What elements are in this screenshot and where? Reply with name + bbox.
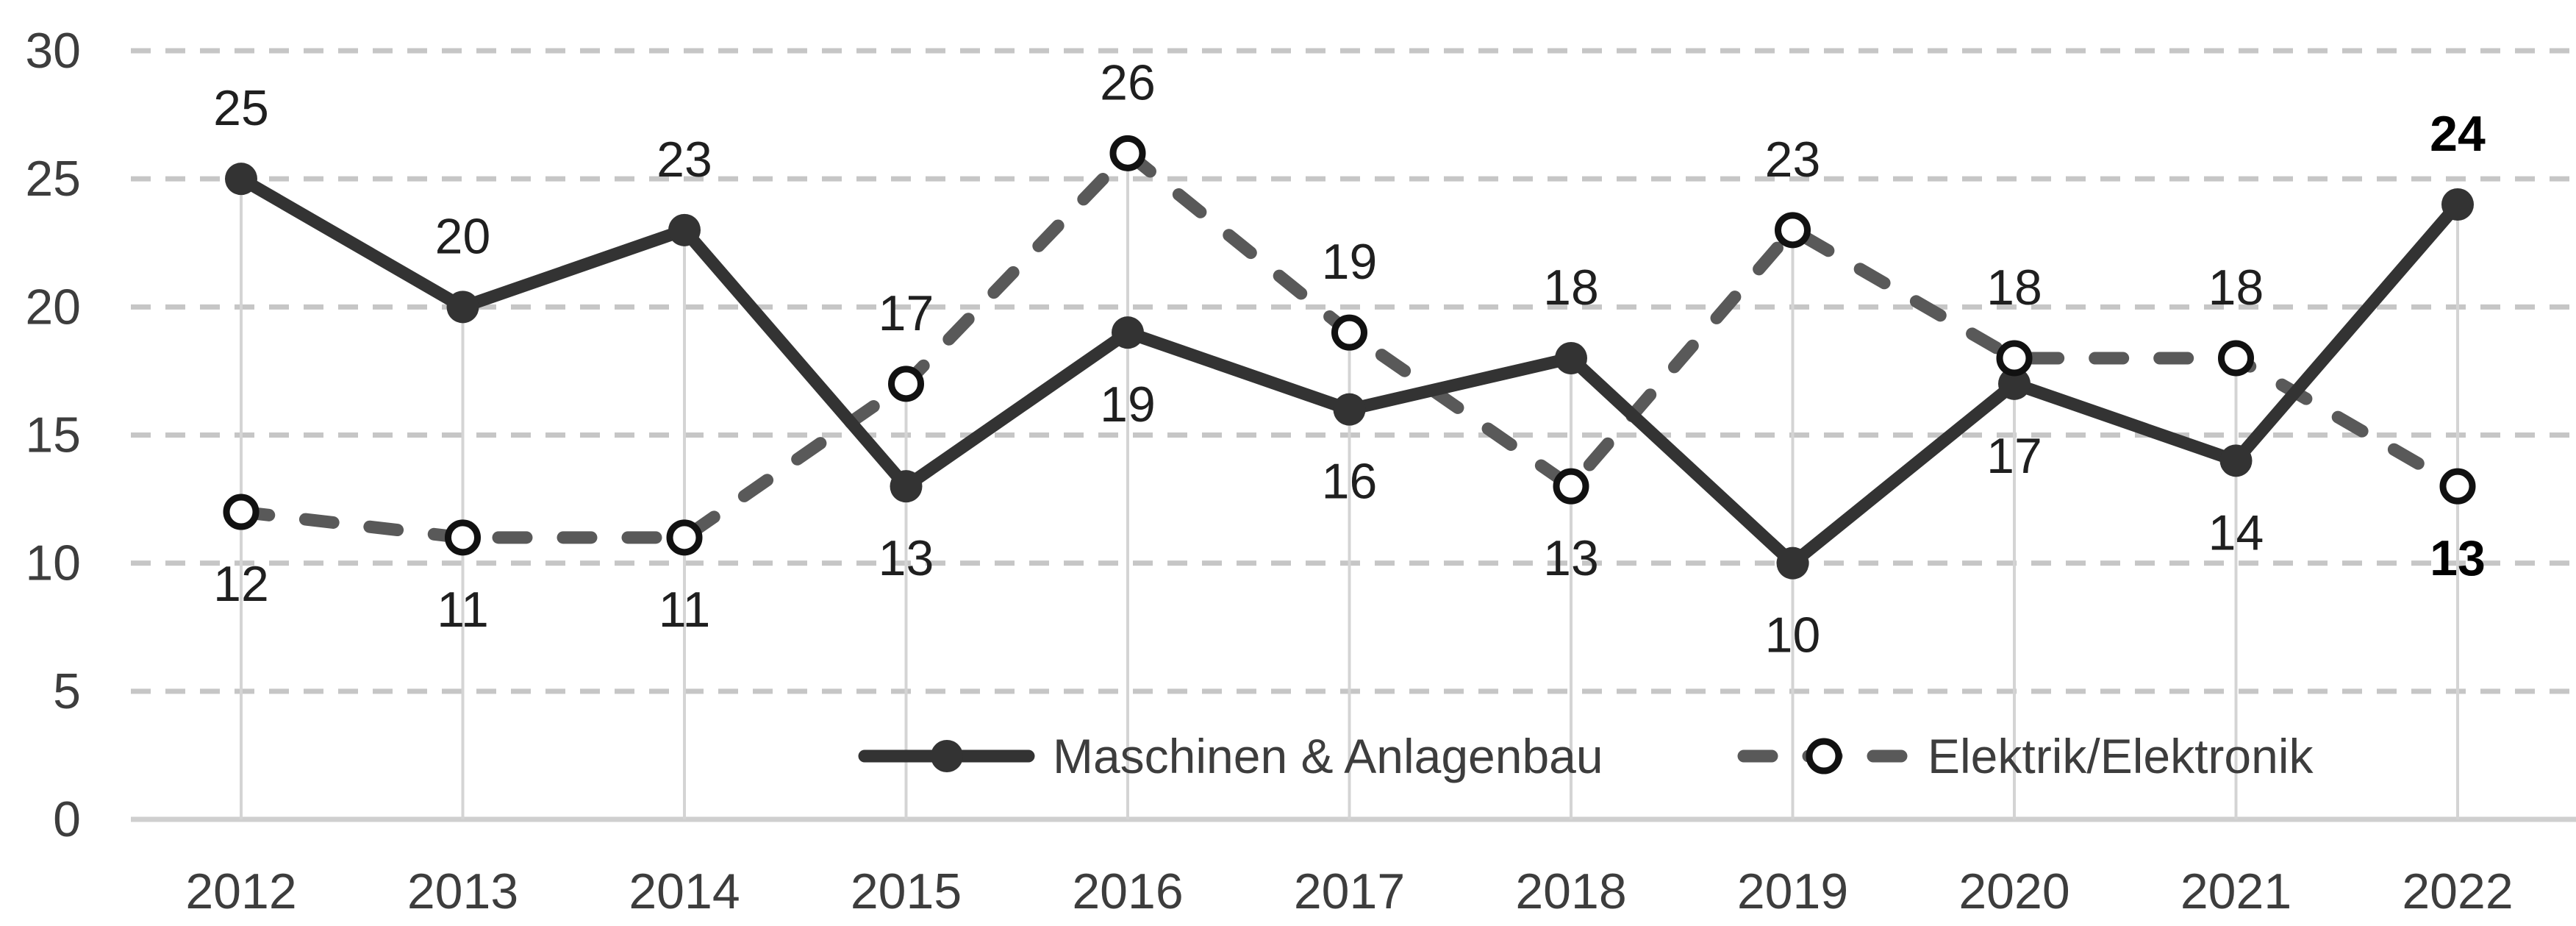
data-label: 11	[437, 582, 489, 638]
legend-item: Maschinen & Anlagenbau	[858, 729, 1603, 783]
series-marker	[445, 519, 481, 556]
data-label: 10	[1765, 608, 1821, 663]
legend-marker	[931, 740, 963, 772]
y-axis-label: 10	[25, 535, 81, 591]
legend-item: Elektrik/Elektronik	[1737, 729, 2314, 783]
series-marker	[1998, 367, 2031, 400]
series-marker	[2218, 340, 2254, 377]
series-marker	[890, 470, 923, 503]
y-axis-label: 5	[53, 663, 81, 719]
data-label: 25	[213, 80, 269, 136]
data-label: 13	[2430, 530, 2486, 586]
x-axis-label: 2015	[851, 863, 962, 919]
data-label: 26	[1100, 54, 1156, 110]
series-marker	[1776, 546, 1809, 580]
series-marker	[223, 494, 260, 530]
series-marker	[446, 291, 479, 324]
data-label: 16	[1322, 454, 1378, 510]
data-label: 19	[1100, 377, 1156, 432]
x-axis-label: 2017	[1294, 863, 1405, 919]
data-label: 17	[1986, 428, 2042, 484]
y-axis-label: 0	[53, 791, 81, 847]
data-label: 19	[1322, 234, 1378, 290]
series-marker	[2219, 444, 2253, 477]
data-label: 17	[879, 285, 934, 341]
x-axis-label: 2016	[1072, 863, 1183, 919]
data-label: 23	[1765, 132, 1821, 188]
series-marker	[1775, 212, 1811, 249]
series-marker	[1109, 135, 1146, 171]
data-label: 24	[2430, 106, 2486, 162]
y-axis-label: 20	[25, 279, 81, 335]
data-label: 12	[213, 556, 269, 612]
data-label: 20	[435, 208, 491, 264]
data-label: 14	[2208, 505, 2264, 560]
legend-label: Elektrik/Elektronik	[1928, 729, 2314, 783]
x-axis-label: 2018	[1515, 863, 1626, 919]
series-marker	[1333, 393, 1366, 426]
y-axis-label: 25	[25, 151, 81, 207]
x-axis-label: 2021	[2180, 863, 2291, 919]
series-marker	[2439, 468, 2476, 505]
data-label: 18	[2208, 260, 2264, 316]
data-label: 13	[1543, 530, 1599, 586]
series-marker	[888, 366, 924, 402]
x-axis-label: 2019	[1737, 863, 1848, 919]
series-marker	[1996, 340, 2033, 377]
legend-label: Maschinen & Anlagenbau	[1053, 729, 1603, 783]
series-marker	[666, 519, 703, 556]
y-axis-label: 15	[25, 407, 81, 463]
x-axis-label: 2013	[407, 863, 518, 919]
data-label: 18	[1543, 260, 1599, 316]
series-marker	[668, 213, 701, 246]
x-axis-label: 2022	[2402, 863, 2513, 919]
x-axis-label: 2014	[629, 863, 740, 919]
series-marker	[225, 163, 257, 196]
data-label: 11	[659, 582, 711, 638]
series-marker	[1331, 314, 1367, 351]
series-marker	[1555, 342, 1587, 374]
y-axis-label: 30	[25, 23, 81, 79]
series-marker	[1553, 468, 1589, 505]
series-marker	[2441, 188, 2474, 221]
data-label: 13	[879, 530, 934, 586]
data-label: 18	[1986, 260, 2042, 316]
x-axis-label: 2020	[1958, 863, 2069, 919]
legend-marker	[1806, 738, 1842, 774]
x-axis-label: 2012	[185, 863, 296, 919]
series-marker	[1112, 316, 1144, 349]
data-label: 23	[656, 132, 712, 188]
